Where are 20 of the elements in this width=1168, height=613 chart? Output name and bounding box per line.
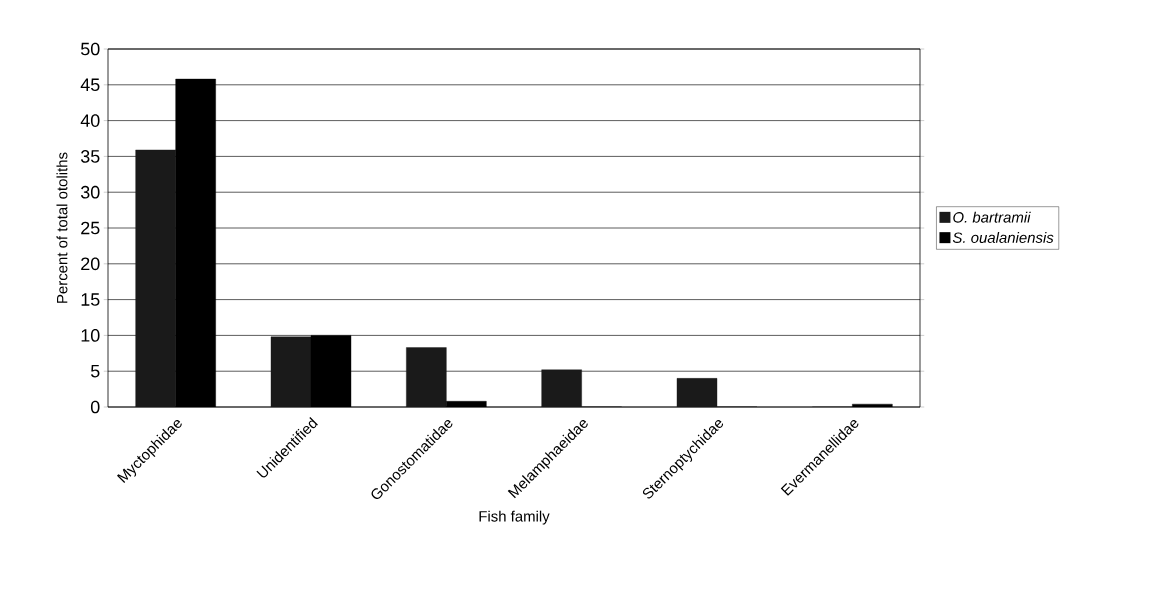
legend-label: O. bartramii <box>953 211 1031 223</box>
y-tick-label: 30 <box>80 185 100 199</box>
bar <box>406 347 447 407</box>
y-tick-label: 40 <box>80 114 100 127</box>
bar <box>135 149 176 407</box>
y-tick-label: 5 <box>90 364 100 378</box>
y-tick-label: 50 <box>81 42 100 56</box>
y-tick-label: 15 <box>81 293 100 306</box>
y-tick-label: 10 <box>81 329 100 342</box>
y-tick-label: 45 <box>80 78 100 92</box>
y-tick-label: 20 <box>81 257 100 271</box>
y-tick-label: 0 <box>90 400 100 414</box>
x-axis-title: Fish family <box>479 510 550 525</box>
y-tick-label: 35 <box>80 150 100 163</box>
y-tick-label: 25 <box>81 221 100 235</box>
bar <box>270 336 312 407</box>
legend-label: S. oualaniensis <box>952 232 1054 243</box>
bar <box>676 378 718 407</box>
y-axis-title: Percent of total otoliths <box>56 152 68 303</box>
bar <box>541 369 582 407</box>
